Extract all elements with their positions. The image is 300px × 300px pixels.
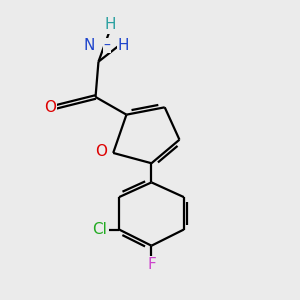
Text: H: H xyxy=(118,38,129,53)
Text: F: F xyxy=(147,257,156,272)
Text: –: – xyxy=(104,38,111,52)
Text: O: O xyxy=(95,144,107,159)
Text: O: O xyxy=(44,100,56,115)
Text: H: H xyxy=(104,17,116,32)
Text: N: N xyxy=(84,38,95,53)
Text: Cl: Cl xyxy=(92,222,107,237)
